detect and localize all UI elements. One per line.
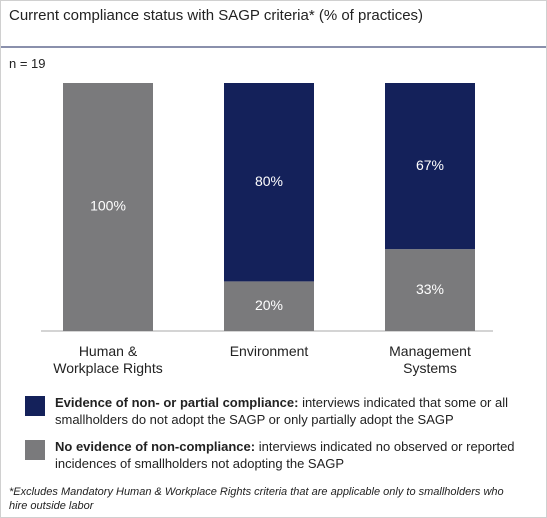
bar-segment bbox=[63, 83, 153, 331]
legend-text: No evidence of non-compliance: interview… bbox=[55, 438, 535, 472]
value-label: 100% bbox=[90, 198, 126, 214]
x-tick-label: Human & Workplace Rights bbox=[53, 343, 163, 376]
legend-swatch bbox=[25, 440, 45, 460]
legend-description: interviews indicated no observed or repo… bbox=[55, 439, 515, 471]
annotation: n = 19 bbox=[9, 56, 46, 71]
bar-segment bbox=[224, 281, 314, 331]
legend-text: Evidence of non- or partial compliance: … bbox=[55, 394, 535, 428]
value-label: 80% bbox=[255, 173, 283, 189]
legend-name: No evidence of non-compliance: bbox=[55, 439, 256, 454]
legend-description: interviews indicated that some or all sm… bbox=[55, 395, 508, 427]
bar-segment bbox=[385, 249, 475, 331]
chart-title: Current compliance status with SAGP crit… bbox=[9, 7, 424, 24]
footnote: *Excludes Mandatory Human & Workplace Ri… bbox=[9, 486, 504, 512]
x-tick-label: Environment bbox=[229, 343, 309, 359]
bar-segment bbox=[224, 83, 314, 282]
legend-name: Evidence of non- or partial compliance: bbox=[55, 395, 299, 410]
x-tick-label: Management Systems bbox=[389, 343, 471, 376]
value-label: 20% bbox=[255, 297, 283, 313]
value-label: 67% bbox=[416, 157, 444, 173]
value-label: 33% bbox=[416, 281, 444, 297]
bar-segment bbox=[385, 83, 475, 250]
legend-swatch bbox=[25, 396, 45, 416]
